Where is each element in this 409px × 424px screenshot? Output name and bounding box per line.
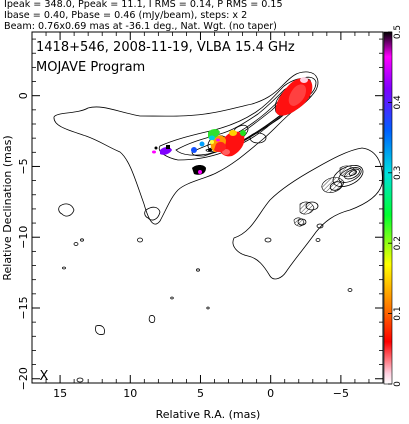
header-ipeak-line: Ipeak = 348.0, Ppeak = 11.1, I RMS = 0.1… [4, 0, 283, 10]
x-tick-label: 10 [123, 387, 137, 400]
header-beam-line: Beam: 0.76x0.69 mas at -36.1 deg., Nat. … [4, 21, 277, 32]
y-tick-label: −10 [17, 226, 30, 249]
x-axis-label: Relative R.A. (mas) [156, 408, 261, 421]
contour-layer [53, 71, 383, 383]
plot-frame [31, 31, 384, 384]
x-tick-label: 15 [53, 387, 67, 400]
colorbar-ticks: 0 0.1 0.2 0.3 0.4 0.5 [388, 25, 403, 387]
x-tick-label: 5 [197, 387, 204, 400]
y-tick-label: −15 [17, 296, 30, 319]
y-axis: 0 −5 −10 −15 −20 [17, 38, 383, 390]
y-tick-label: 0 [17, 92, 30, 99]
plot-subtitle: MOJAVE Program [36, 60, 145, 75]
negative-contours [293, 165, 357, 227]
outer-contour-main-jet [53, 71, 319, 225]
outer-contour-southwest-lobe [232, 147, 383, 280]
colorbar [383, 31, 393, 385]
colorbar-tick-label: 0.3 [393, 166, 403, 180]
colorbar-tick-label: 0 [393, 381, 403, 387]
colorbar-tick-label: 0.2 [393, 236, 403, 250]
x-axis: 15 10 5 0 −5 [31, 32, 384, 400]
colorbar-tick-label: 0.1 [393, 306, 403, 320]
y-tick-label: −20 [17, 367, 30, 390]
header-ibase-line: Ibase = 0.40, Pbase = 0.46 (mJy/beam), s… [4, 10, 248, 21]
y-axis-label: Relative Declination (mas) [1, 135, 14, 280]
x-tick-label: 0 [267, 387, 274, 400]
colorbar-tick-label: 0.4 [393, 95, 403, 110]
colorbar-tick-label: 0.5 [393, 25, 403, 39]
beam-marker: X [40, 369, 49, 384]
x-tick-label: −5 [333, 387, 349, 400]
y-tick-label: −5 [17, 158, 30, 174]
polarization-color-layer [152, 77, 313, 175]
plot-title: 1418+546, 2008-11-19, VLBA 15.4 GHz [36, 40, 295, 55]
